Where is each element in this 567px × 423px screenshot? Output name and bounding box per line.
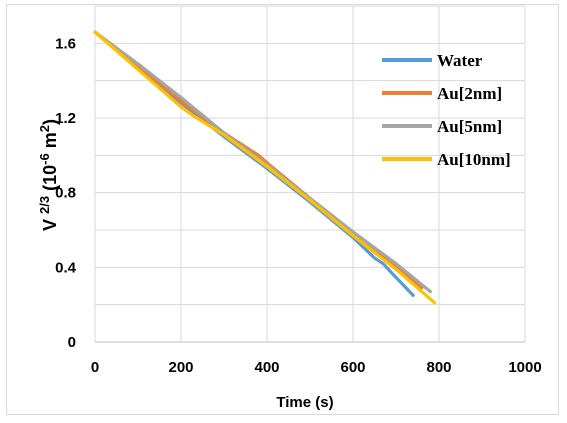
axes	[94, 6, 525, 343]
y-tick-labels: 0 0.4 0.8 1.2 1.6	[55, 35, 77, 351]
y-axis-title-part: 2	[37, 125, 52, 132]
chart-frame	[6, 4, 559, 415]
x-tick-label: 0	[91, 359, 99, 376]
x-tick-label: 600	[340, 359, 365, 376]
y-axis-title: V 2/3 (10-6 m2)	[37, 119, 60, 231]
grid-lines	[95, 5, 526, 342]
x-tick-label: 400	[254, 359, 279, 376]
y-axis-title-part: m	[40, 132, 60, 153]
y-tick-label: 1.6	[55, 35, 76, 52]
series-line-4	[93, 30, 437, 305]
legend-label: Au[5nm]	[437, 117, 502, 136]
series-lines	[93, 30, 437, 305]
y-axis-title-part: (10	[40, 165, 60, 196]
legend-label: Au[10nm]	[437, 150, 511, 169]
legend-label: Water	[437, 51, 483, 70]
legend: Water Au[2nm] Au[5nm] Au[10nm]	[382, 51, 511, 169]
x-tick-label: 1000	[508, 359, 541, 376]
x-tick-label: 800	[426, 359, 451, 376]
legend-label: Au[2nm]	[437, 84, 502, 103]
y-axis-title-part: )	[40, 119, 60, 125]
y-tick-label: 0.8	[55, 185, 76, 202]
x-tick-label: 200	[168, 359, 193, 376]
y-tick-label: 0	[68, 334, 76, 351]
x-tick-labels: 0 200 400 600 800 1000	[91, 359, 542, 376]
y-tick-label: 1.2	[55, 110, 76, 127]
y-axis-title-part: 2/3	[37, 196, 52, 214]
y-tick-label: 0.4	[55, 259, 77, 276]
x-axis-title: Time (s)	[276, 394, 333, 411]
y-axis-title-part: V	[40, 214, 60, 231]
y-axis-title-part: -6	[37, 153, 52, 165]
